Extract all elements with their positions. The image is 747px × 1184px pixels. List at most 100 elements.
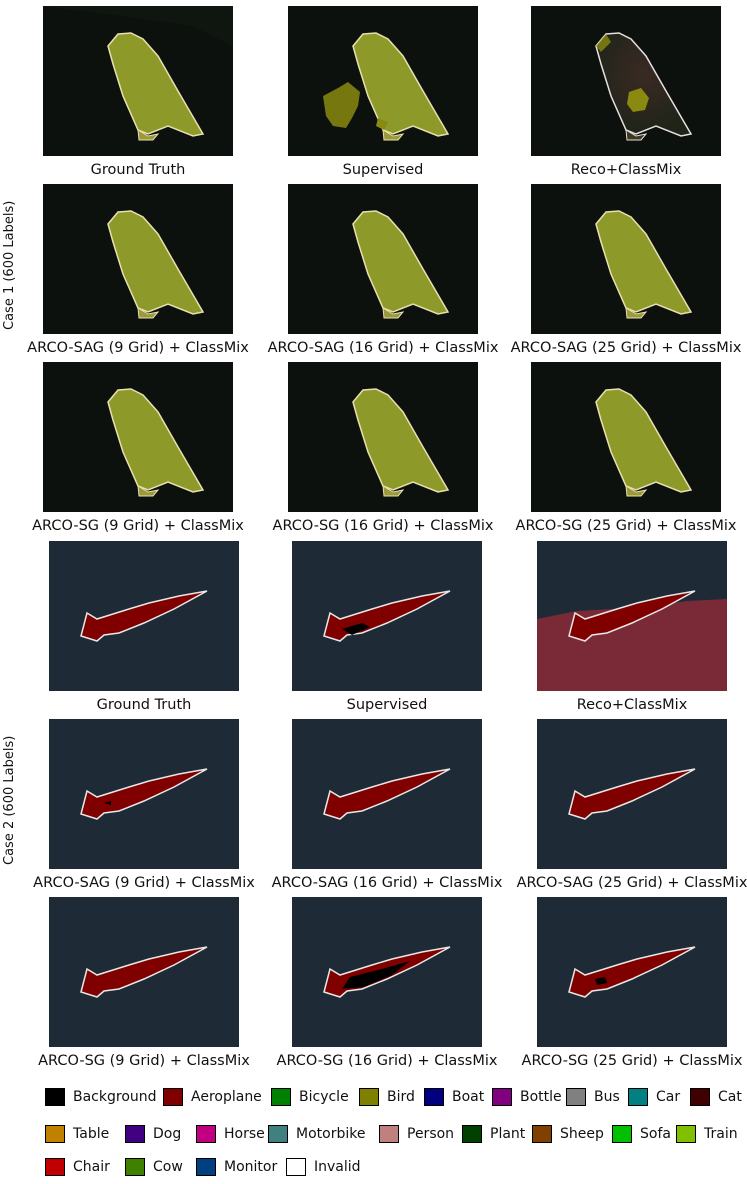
legend-label: Sofa — [640, 1126, 671, 1142]
caption: Ground Truth — [96, 697, 192, 713]
legend-label: Cat — [718, 1089, 742, 1105]
legend-label: Table — [73, 1126, 110, 1142]
legend-item-monitor: Monitor — [196, 1157, 277, 1177]
legend-label: Boat — [452, 1089, 485, 1105]
legend-label: Bottle — [520, 1089, 562, 1105]
legend-item-horse: Horse — [196, 1124, 265, 1144]
case2-ground-truth-image — [49, 541, 239, 691]
legend-swatch — [690, 1088, 710, 1106]
legend-item-plant: Plant — [462, 1124, 525, 1144]
case2-arco-sg-25-image — [537, 897, 727, 1047]
legend-item-invalid: Invalid — [286, 1157, 361, 1177]
case1-arco-sg-25-image — [531, 362, 721, 512]
legend-swatch — [379, 1125, 399, 1143]
legend-swatch — [359, 1088, 379, 1106]
legend-item-chair: Chair — [45, 1157, 110, 1177]
caption: ARCO-SG (9 Grid) + ClassMix — [38, 1053, 250, 1069]
case1-arco-sag-25-image — [531, 184, 721, 334]
caption: ARCO-SAG (16 Grid) + ClassMix — [271, 875, 503, 891]
case2-arco-sag-9-image — [49, 719, 239, 869]
legend-swatch — [196, 1158, 216, 1176]
legend-item-dog: Dog — [125, 1124, 181, 1144]
legend-swatch — [532, 1125, 552, 1143]
caption: ARCO-SG (25 Grid) + ClassMix — [515, 518, 737, 534]
legend-swatch — [125, 1158, 145, 1176]
case1-reco-classmix-image — [531, 6, 721, 156]
legend-label: Monitor — [224, 1159, 278, 1175]
legend-swatch — [45, 1158, 65, 1176]
legend-swatch — [45, 1088, 65, 1106]
case1-arco-sg-16-image — [288, 362, 478, 512]
legend-swatch — [612, 1125, 632, 1143]
case1-arco-sag-9-image — [43, 184, 233, 334]
legend-label: Cow — [153, 1159, 183, 1175]
legend-label: Person — [407, 1126, 455, 1142]
legend-label: Plant — [490, 1126, 526, 1142]
caption: ARCO-SG (16 Grid) + ClassMix — [272, 518, 494, 534]
caption: ARCO-SAG (25 Grid) + ClassMix — [516, 875, 747, 891]
legend-swatch — [628, 1088, 648, 1106]
legend-swatch — [163, 1088, 183, 1106]
legend-swatch — [196, 1125, 216, 1143]
legend-label: Dog — [153, 1126, 182, 1142]
legend-swatch — [566, 1088, 586, 1106]
case1-arco-sg-9-image — [43, 362, 233, 512]
legend-item-motorbike: Motorbike — [268, 1124, 365, 1144]
legend-label: Train — [704, 1126, 738, 1142]
legend-item-boat: Boat — [424, 1087, 484, 1107]
legend-label: Chair — [73, 1159, 110, 1175]
legend-label: Bicycle — [299, 1089, 349, 1105]
legend-item-person: Person — [379, 1124, 454, 1144]
caption: Reco+ClassMix — [570, 162, 682, 178]
legend-item-background: Background — [45, 1087, 157, 1107]
legend-swatch — [45, 1125, 65, 1143]
caption: ARCO-SAG (16 Grid) + ClassMix — [267, 340, 499, 356]
legend-swatch — [462, 1125, 482, 1143]
legend-label: Horse — [224, 1126, 265, 1142]
legend-swatch — [286, 1158, 306, 1176]
legend-label: Sheep — [560, 1126, 604, 1142]
case1-supervised-image — [288, 6, 478, 156]
legend-item-bottle: Bottle — [492, 1087, 562, 1107]
case2-row-label: Case 2 (600 Labels) — [2, 735, 17, 865]
caption: Supervised — [346, 697, 428, 713]
case2-supervised-image — [292, 541, 482, 691]
caption: ARCO-SG (16 Grid) + ClassMix — [276, 1053, 498, 1069]
legend-label: Background — [73, 1089, 157, 1105]
legend-label: Bird — [387, 1089, 415, 1105]
caption: Ground Truth — [90, 162, 186, 178]
caption: Reco+ClassMix — [576, 697, 688, 713]
legend-swatch — [268, 1125, 288, 1143]
case1-row-label: Case 1 (600 Labels) — [2, 200, 17, 330]
legend-label: Invalid — [314, 1159, 361, 1175]
legend-label: Motorbike — [296, 1126, 366, 1142]
legend-swatch — [271, 1088, 291, 1106]
caption: ARCO-SG (9 Grid) + ClassMix — [32, 518, 244, 534]
legend-item-sheep: Sheep — [532, 1124, 604, 1144]
case2-arco-sg-9-image — [49, 897, 239, 1047]
legend-item-cow: Cow — [125, 1157, 183, 1177]
case1-arco-sag-16-image — [288, 184, 478, 334]
legend-item-train: Train — [676, 1124, 738, 1144]
legend-item-bus: Bus — [566, 1087, 620, 1107]
legend-item-table: Table — [45, 1124, 109, 1144]
case2-reco-classmix-image — [537, 541, 727, 691]
caption: ARCO-SAG (25 Grid) + ClassMix — [510, 340, 742, 356]
case1-ground-truth-image — [43, 6, 233, 156]
case2-arco-sg-16-image — [292, 897, 482, 1047]
legend-swatch — [125, 1125, 145, 1143]
case2-arco-sag-25-image — [537, 719, 727, 869]
legend-item-aeroplane: Aeroplane — [163, 1087, 262, 1107]
caption: ARCO-SAG (9 Grid) + ClassMix — [33, 875, 255, 891]
legend-swatch — [676, 1125, 696, 1143]
caption: ARCO-SG (25 Grid) + ClassMix — [521, 1053, 743, 1069]
legend-label: Bus — [594, 1089, 620, 1105]
legend-swatch — [424, 1088, 444, 1106]
legend-item-sofa: Sofa — [612, 1124, 671, 1144]
legend-item-bird: Bird — [359, 1087, 415, 1107]
legend-label: Aeroplane — [191, 1089, 262, 1105]
legend-item-bicycle: Bicycle — [271, 1087, 349, 1107]
caption: ARCO-SAG (9 Grid) + ClassMix — [27, 340, 249, 356]
case2-arco-sag-16-image — [292, 719, 482, 869]
legend-item-cat: Cat — [690, 1087, 742, 1107]
